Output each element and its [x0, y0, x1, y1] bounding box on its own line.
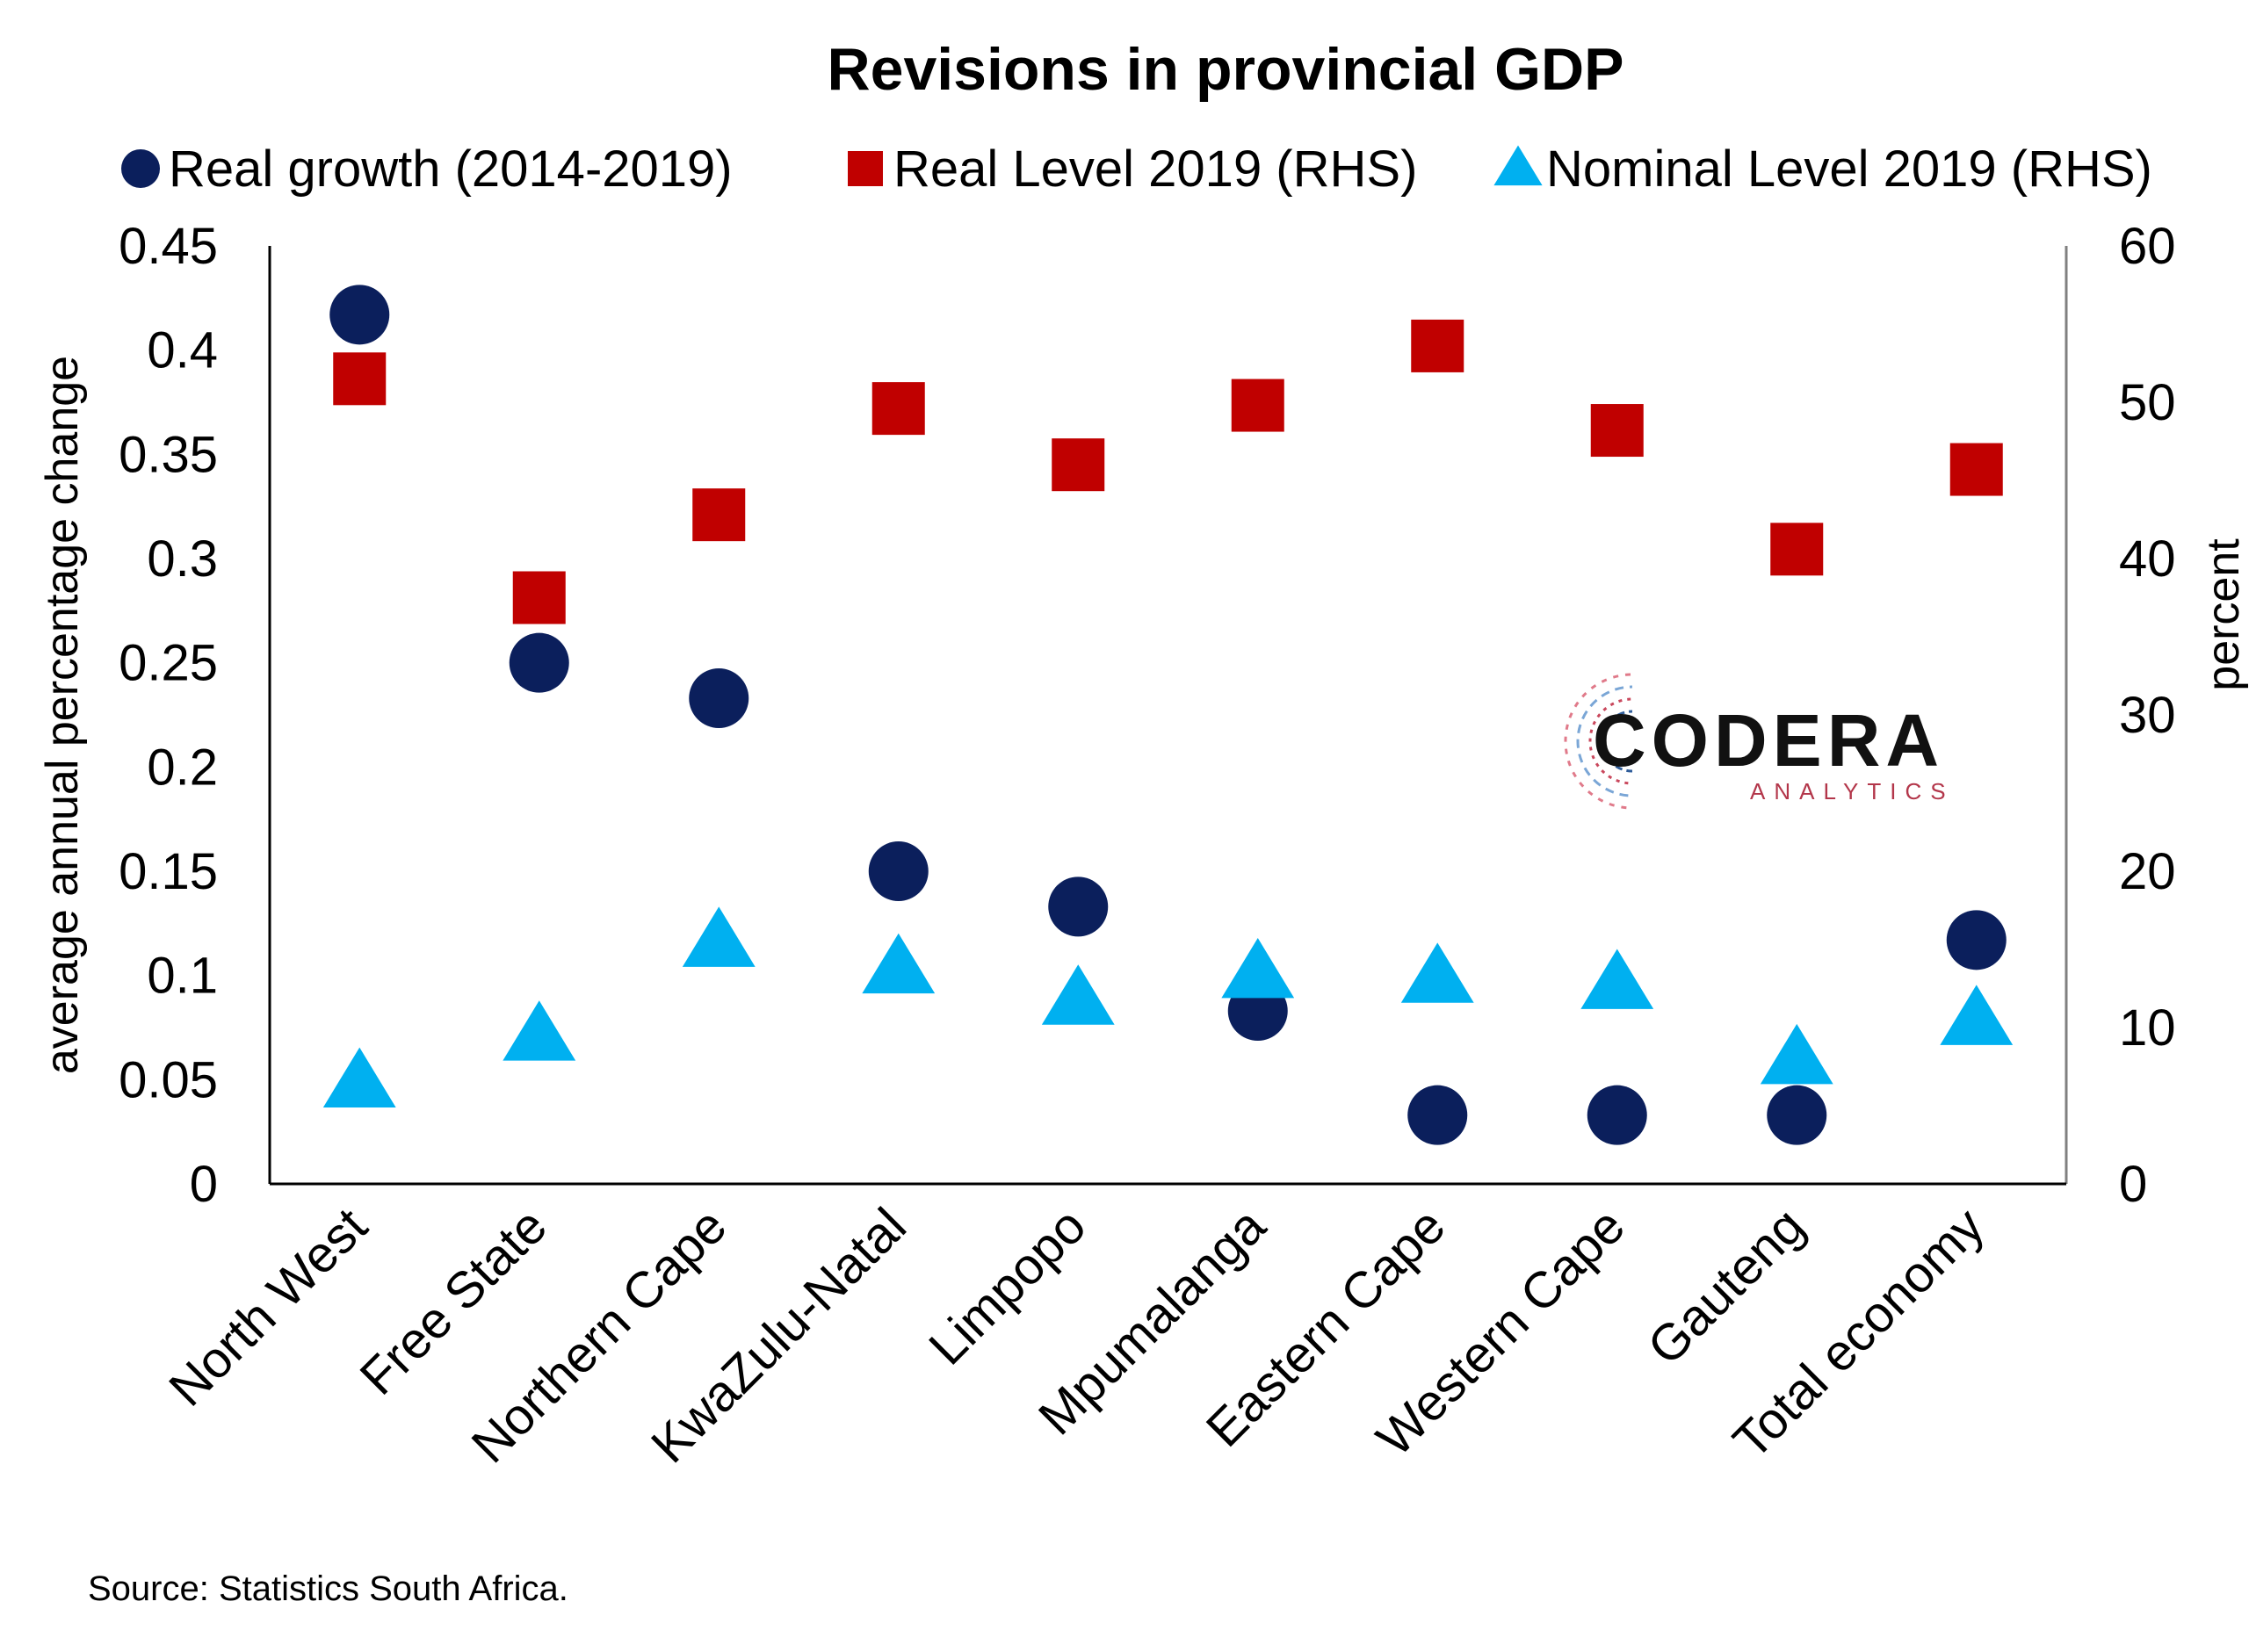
square-marker — [871, 382, 925, 436]
triangle-marker — [322, 1047, 396, 1108]
legend-triangle-icon — [1493, 145, 1543, 186]
data-markers — [322, 285, 2014, 1145]
legend: Real growth (2014-2019) Real Level 2019 (… — [121, 141, 2152, 198]
square-marker — [692, 488, 746, 542]
codera-logo: CODERA ANALYTICS — [1564, 667, 1955, 817]
chart-title: Revisions in provincial GDP — [828, 36, 1624, 103]
circle-marker — [1767, 1085, 1827, 1145]
left-tick-labels: 0 0.05 0.1 0.15 0.2 0.25 0.3 0.35 0.4 0.45 — [119, 218, 218, 1213]
right-tick-label: 60 — [2119, 218, 2176, 275]
left-tick-label: 0.15 — [119, 843, 218, 900]
axes — [268, 246, 2068, 1186]
category-label: Limpopo — [918, 1197, 1096, 1375]
legend-circle-icon — [121, 149, 160, 188]
legend-square-icon — [848, 151, 883, 186]
square-marker — [1770, 523, 1824, 576]
source-note: Source: Statistics South Africa. — [88, 1569, 568, 1608]
circle-marker — [509, 632, 569, 693]
left-tick-label: 0.4 — [147, 322, 218, 379]
left-tick-label: 0.1 — [147, 948, 218, 1005]
y2-axis-title: percent — [2198, 538, 2249, 691]
triangle-marker — [1580, 949, 1654, 1009]
left-tick-label: 0.2 — [147, 739, 218, 796]
right-tick-label: 20 — [2119, 843, 2176, 900]
circle-marker — [1407, 1085, 1468, 1145]
logo-subtitle: ANALYTICS — [1750, 778, 1955, 804]
right-tick-label: 50 — [2119, 374, 2176, 431]
left-tick-label: 0 — [190, 1156, 218, 1213]
legend-label: Nominal Level 2019 (RHS) — [1546, 141, 2152, 198]
right-tick-label: 30 — [2119, 687, 2176, 744]
logo-name: CODERA — [1593, 699, 1944, 782]
circle-marker — [329, 285, 390, 345]
left-tick-label: 0.45 — [119, 218, 218, 275]
circle-marker — [1048, 876, 1109, 937]
triangle-marker — [1940, 985, 2014, 1045]
triangle-marker — [503, 1000, 576, 1061]
right-tick-label: 40 — [2119, 530, 2176, 588]
square-marker — [1231, 379, 1284, 432]
legend-label: Real growth (2014-2019) — [169, 141, 733, 198]
left-tick-label: 0.3 — [147, 530, 218, 588]
square-marker — [1052, 438, 1105, 492]
right-tick-labels: 0 10 20 30 40 50 60 — [2119, 218, 2176, 1213]
left-tick-label: 0.05 — [119, 1051, 218, 1108]
triangle-marker — [1760, 1023, 1833, 1085]
logo-emblem-icon — [1564, 667, 1720, 817]
left-tick-label: 0.25 — [119, 635, 218, 692]
category-label: Gauteng — [1637, 1197, 1815, 1375]
category-label: North West — [158, 1197, 378, 1417]
circle-marker — [689, 668, 749, 729]
circle-marker — [1946, 910, 2007, 970]
square-marker — [1949, 443, 2003, 496]
triangle-marker — [1221, 938, 1295, 999]
circle-marker — [1587, 1085, 1647, 1145]
square-marker — [1411, 319, 1464, 372]
triangle-marker — [1400, 942, 1474, 1003]
right-tick-label: 0 — [2119, 1156, 2147, 1213]
right-tick-label: 10 — [2119, 999, 2176, 1057]
legend-label: Real Level 2019 (RHS) — [893, 141, 1417, 198]
left-tick-label: 0.35 — [119, 426, 218, 483]
square-marker — [512, 571, 566, 624]
y-axis-title: average annual percentage change — [37, 356, 88, 1074]
triangle-marker — [1041, 964, 1115, 1025]
circle-marker — [868, 841, 929, 901]
square-marker — [1590, 404, 1644, 458]
triangle-marker — [862, 933, 936, 994]
square-marker — [333, 352, 387, 406]
triangle-marker — [682, 906, 756, 967]
